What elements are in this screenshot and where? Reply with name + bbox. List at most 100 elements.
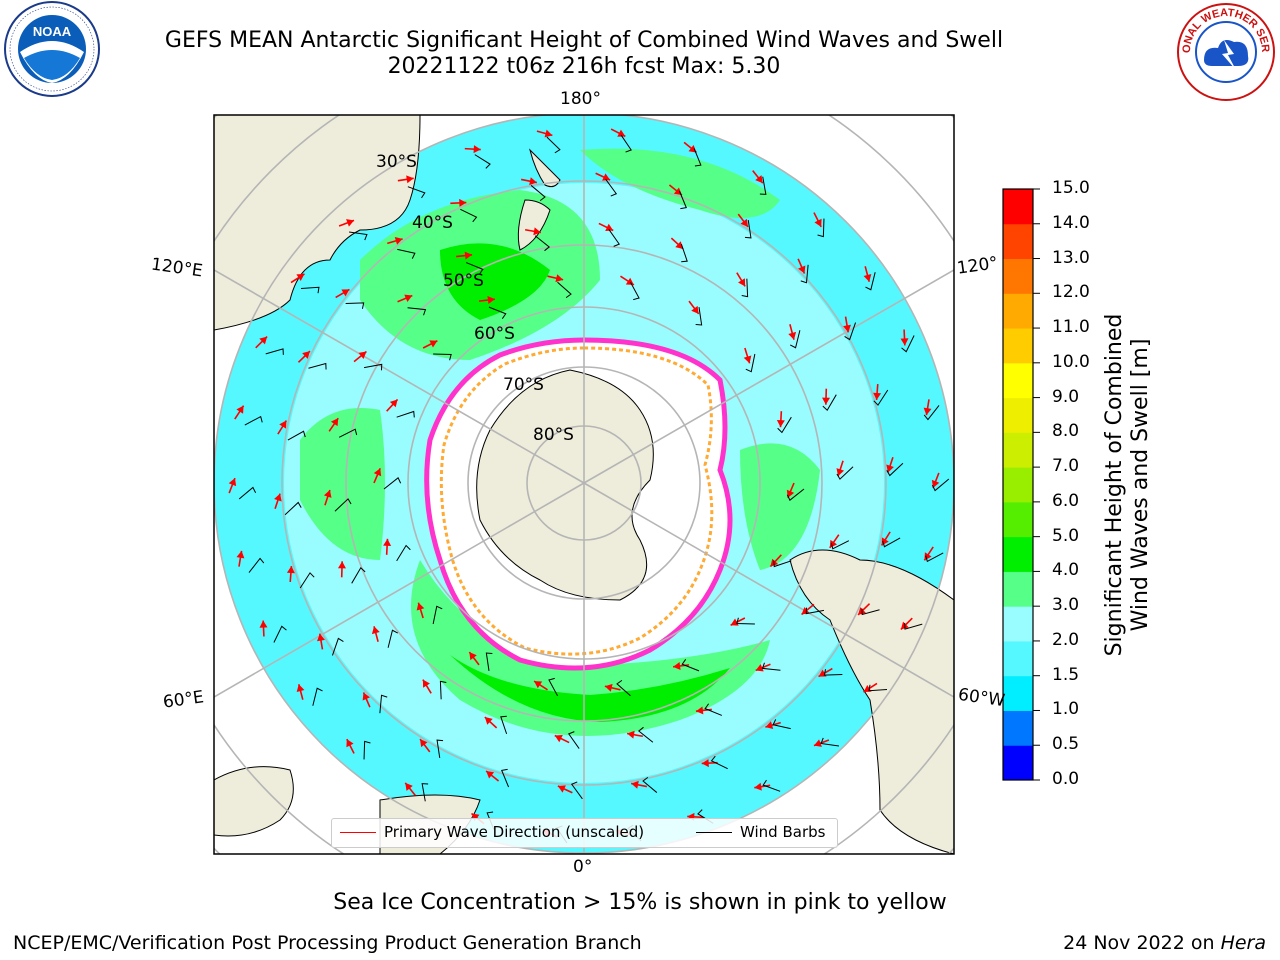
wind-barb	[761, 662, 781, 671]
wind-barb	[557, 281, 572, 299]
wave-arrowhead	[740, 218, 748, 227]
wind-barb	[605, 178, 618, 197]
new-zealand-north	[529, 148, 561, 188]
wind-barb	[844, 322, 857, 341]
wave-arrowhead	[346, 219, 355, 227]
lat-label-30s: 30°S	[376, 152, 417, 172]
colorbar	[1003, 188, 1040, 781]
wind-barb	[822, 394, 837, 412]
wind-barb	[501, 768, 510, 788]
wind-barb	[744, 220, 752, 239]
wind-barb	[265, 348, 284, 355]
wave-arrowhead	[755, 175, 763, 184]
wave-arrowhead	[236, 405, 244, 414]
colorbar-tick-label: 0.5	[1052, 734, 1080, 755]
wave-arrowhead	[371, 626, 380, 635]
colorbar-segment	[1003, 362, 1033, 399]
wave-arrowhead	[836, 468, 845, 476]
wind-barb	[338, 428, 358, 438]
wave-arrowhead	[691, 305, 699, 314]
wind-barb	[534, 235, 551, 252]
wind-barb	[421, 783, 429, 802]
colorbar-tick-label: 3.0	[1052, 595, 1080, 616]
wind-barb	[312, 687, 323, 706]
wind-barb	[436, 739, 444, 758]
wind-barb	[710, 755, 728, 770]
wave-arrowhead	[675, 241, 684, 249]
wave-arrowhead	[814, 218, 822, 227]
wave-arrowhead	[555, 274, 564, 283]
wave-arrowhead	[931, 479, 940, 488]
wave-arrowhead	[788, 331, 797, 340]
wind-barb	[695, 307, 703, 326]
wind-barb	[836, 466, 854, 480]
nws-logo: NATIONAL WEATHER SERVICE	[1174, 0, 1275, 101]
wave-arrowhead	[323, 490, 332, 498]
colorbar-label-line1: Significant Height of Combined	[1102, 313, 1127, 657]
colorbar-segment	[1003, 536, 1033, 572]
wind-barb	[820, 737, 839, 747]
wave-arrowhead	[617, 129, 626, 137]
date-text: 24 Nov 2022 on	[1063, 932, 1221, 954]
wave-arrowhead	[420, 739, 428, 748]
wave-arrowhead	[701, 759, 709, 768]
wave-arrowhead	[362, 692, 370, 701]
wave-arrowhead	[557, 785, 566, 793]
colorbar-segment	[1003, 501, 1033, 538]
wind-barb	[882, 537, 901, 548]
wave-arrowhead	[337, 561, 346, 569]
wind-barb	[530, 185, 546, 201]
wave-arrows	[228, 128, 950, 844]
wind-barb	[287, 430, 306, 441]
wave-arrowhead	[923, 407, 932, 416]
wind-barb	[637, 726, 654, 743]
wind-barb	[548, 677, 558, 697]
legend-wave-line	[340, 832, 376, 833]
wave-arrowhead	[330, 418, 339, 427]
wind-barb	[485, 652, 493, 671]
wave-arrowhead	[279, 420, 287, 429]
wave-arrowhead	[673, 662, 681, 670]
wind-barb	[488, 306, 507, 319]
chart-title: GEFS MEAN Antarctic Significant Height o…	[164, 28, 1004, 53]
wind-barb	[351, 566, 366, 584]
wave-band-tasman-core	[440, 243, 550, 320]
wind-barb	[570, 781, 583, 800]
credit-line: NCEP/EMC/Verification Post Processing Pr…	[13, 932, 642, 954]
colorbar-tick-label: 14.0	[1052, 212, 1090, 233]
wind-barb	[379, 694, 388, 714]
lat-label-70s: 70°S	[503, 375, 544, 395]
wave-arrowhead	[286, 566, 295, 574]
wind-barb	[397, 248, 416, 259]
wave-arrowhead	[533, 227, 541, 236]
wind-barb	[407, 307, 427, 316]
wave-arrowhead	[534, 681, 543, 689]
wind-barb	[786, 488, 805, 501]
wind-barb	[334, 498, 352, 512]
wind-barb	[363, 740, 371, 760]
wave-arrowhead	[843, 324, 851, 333]
wind-barb	[616, 679, 631, 697]
colorbar-segment	[1003, 640, 1033, 677]
lat-label-50s: 50°S	[443, 271, 484, 291]
wind-barb	[396, 410, 415, 418]
colorbar-segment	[1003, 571, 1033, 607]
wind-barb	[244, 415, 263, 426]
legend-wave-label: Primary Wave Direction (unscaled)	[384, 823, 645, 841]
wind-barb	[546, 136, 561, 154]
wave-arrowhead	[631, 780, 639, 789]
wave-arrowhead	[604, 683, 613, 692]
wind-barb	[273, 625, 287, 643]
colorbar-tick-label: 8.0	[1052, 421, 1080, 442]
wave-arrowhead	[274, 493, 282, 502]
wind-barb	[465, 262, 484, 275]
wave-arrowhead	[801, 606, 810, 615]
colorbar-tick-label: 6.0	[1052, 490, 1080, 511]
colorbar-segment	[1003, 432, 1033, 468]
wind-barb	[790, 330, 801, 349]
colorbar-tick-label: 4.0	[1052, 560, 1080, 581]
wave-arrowhead	[389, 399, 398, 408]
wave-arrowhead	[695, 706, 704, 715]
wave-arrowhead	[236, 550, 245, 559]
wave-arrowhead	[317, 633, 325, 642]
